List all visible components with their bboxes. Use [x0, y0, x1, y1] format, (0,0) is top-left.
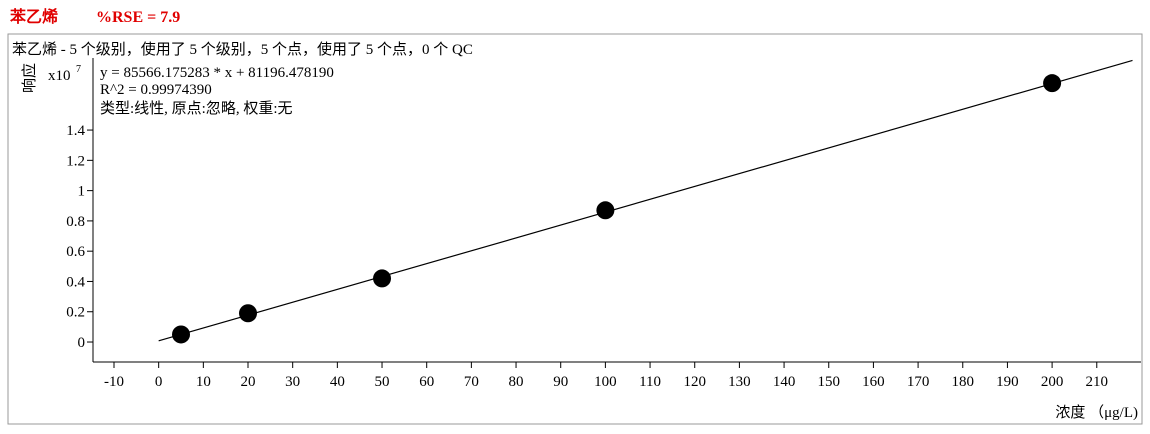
- y-tick-label: 0.8: [66, 214, 85, 230]
- x-tick-label: 210: [1086, 374, 1109, 390]
- y-tick-label: 0.2: [66, 305, 85, 321]
- x-tick-label: 50: [375, 374, 390, 390]
- x-tick-label: 190: [996, 374, 1019, 390]
- x-tick-label: 20: [241, 374, 256, 390]
- y-multiplier: x10: [48, 68, 71, 84]
- x-tick-label: 90: [553, 374, 568, 390]
- x-tick-label: 170: [907, 374, 930, 390]
- y-multiplier-exponent: 7: [76, 64, 81, 75]
- x-tick-label: 160: [862, 374, 885, 390]
- y-tick-label: 1.4: [66, 123, 85, 139]
- x-tick-label: -10: [104, 374, 124, 390]
- x-tick-label: 0: [155, 374, 163, 390]
- x-tick-label: 200: [1041, 374, 1064, 390]
- y-axis-label: 响应: [20, 63, 38, 93]
- frame: [7, 33, 1143, 425]
- point: [239, 304, 258, 323]
- x-tick-label: 110: [639, 374, 661, 390]
- x-tick-label: 60: [419, 374, 434, 390]
- x-tick-label: 120: [683, 374, 706, 390]
- y-tick-label: 1.2: [66, 153, 85, 169]
- x-tick-label: 140: [773, 374, 796, 390]
- point: [373, 269, 392, 288]
- x-tick-label: 30: [285, 374, 300, 390]
- x-tick-label: 80: [509, 374, 524, 390]
- y-tick-label: 0.4: [66, 274, 85, 290]
- y-tick-label: 0.6: [66, 244, 85, 260]
- x-tick-label: 130: [728, 374, 751, 390]
- point: [1043, 74, 1062, 93]
- annotation: R^2 = 0.99974390: [100, 82, 212, 98]
- annotation: y = 85566.175283 * x + 81196.478190: [100, 65, 334, 81]
- x-tick-label: 150: [817, 374, 840, 390]
- y-tick-label: 0: [78, 335, 86, 351]
- point: [172, 325, 191, 344]
- y-tick-label: 1: [78, 184, 86, 200]
- chart-title: 苯乙烯: [9, 7, 58, 26]
- x-axis-label: 浓度 （μg/L): [1055, 404, 1138, 421]
- annotation: 类型:线性, 原点:忽略, 权重:无: [100, 100, 293, 117]
- x-tick-label: 10: [196, 374, 211, 390]
- x-tick-label: 70: [464, 374, 479, 390]
- x-tick-label: 180: [952, 374, 975, 390]
- x-tick-label: 100: [594, 374, 617, 390]
- fit-line: [158, 59, 1133, 342]
- x-tick-label: 40: [330, 374, 345, 390]
- rse: %RSE = 7.9: [96, 9, 180, 26]
- subtitle: 苯乙烯 - 5 个级别，使用了 5 个级别，5 个点，使用了 5 个点，0 个 …: [12, 41, 473, 58]
- point: [596, 201, 615, 220]
